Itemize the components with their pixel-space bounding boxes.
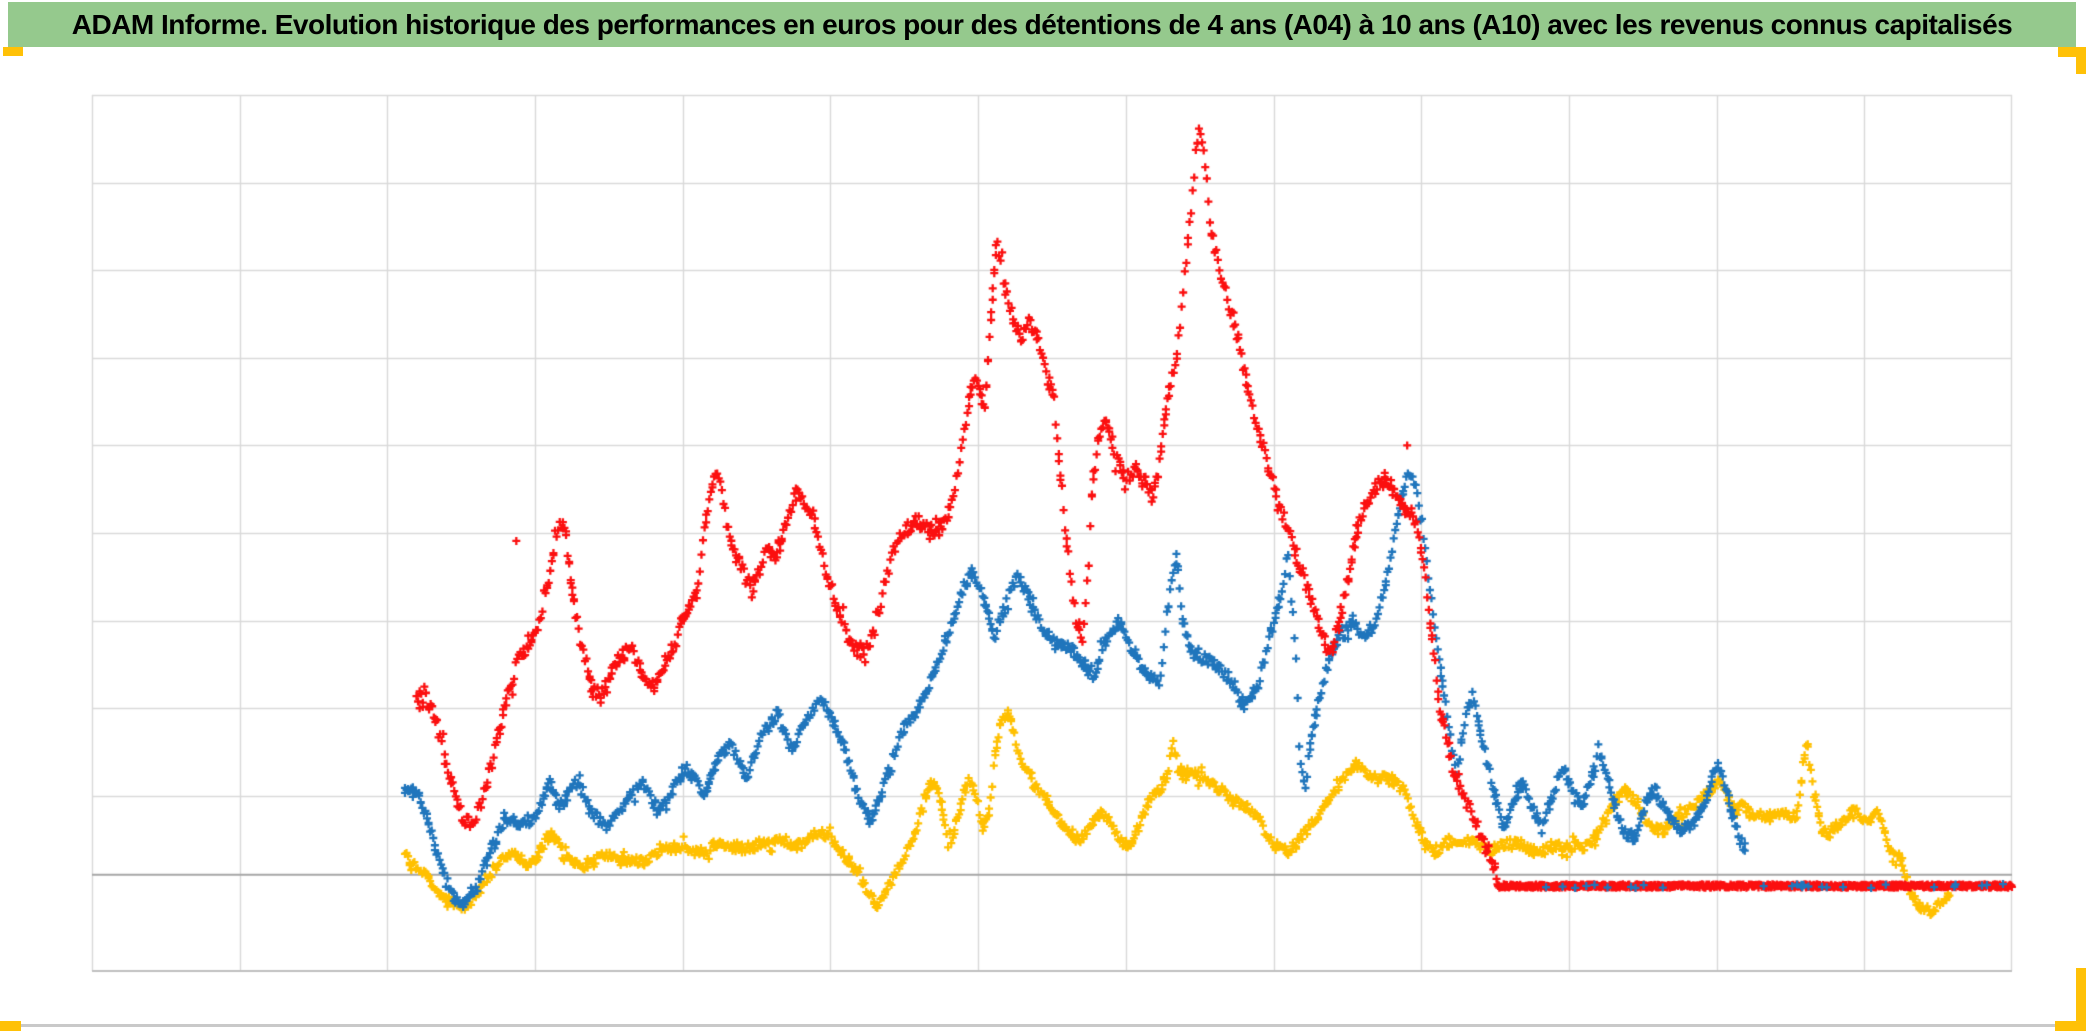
corner-accent-bottom-right-vertical <box>2076 968 2086 1031</box>
corner-accent-bottom-right-horizontal <box>2055 1021 2086 1031</box>
corner-accent-top-left <box>3 47 23 56</box>
bottom-rule <box>0 1024 2086 1027</box>
corner-accent-top-right-horizontal <box>2058 47 2086 57</box>
corner-accent-top-right-vertical <box>2076 47 2086 74</box>
corner-accent-bottom-left <box>0 1021 21 1031</box>
